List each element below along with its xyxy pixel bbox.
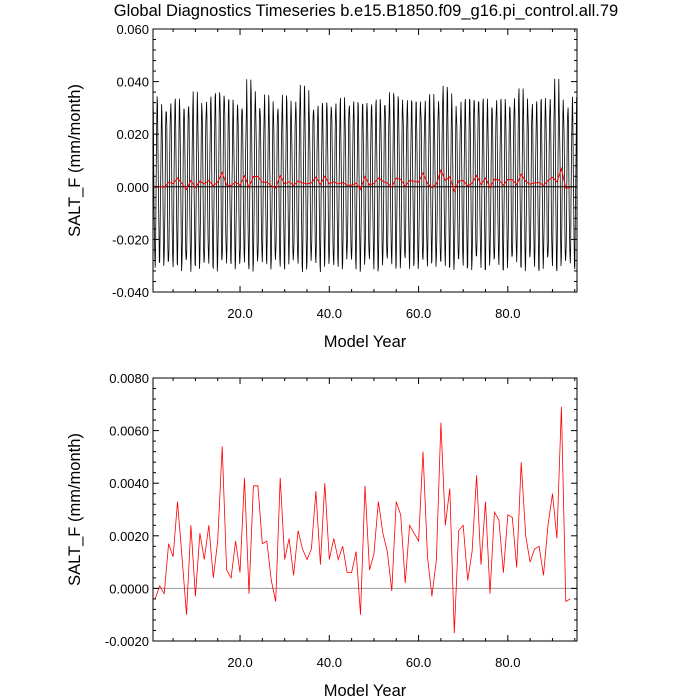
top-x-tick-labels: 20.0 40.0 60.0 80.0 [227,306,520,321]
bottom-axis-ticks [153,377,577,642]
top-x-tick-label: 80.0 [495,306,520,321]
bottom-x-axis-label: Model Year [324,682,407,700]
bottom-y-tick-label: -0.0020 [105,634,149,649]
bottom-y-tick-label: 0.0060 [109,424,149,439]
figure-title: Global Diagnostics Timeseries b.e15.B185… [114,2,618,20]
bottom-plot-area [153,406,577,634]
bottom-y-tick-label: 0.0080 [109,371,149,386]
bottom-annual-series-line [154,406,571,634]
bottom-panel: -0.0020 0.0000 0.0020 0.0040 0.0060 0.00… [66,371,578,700]
bottom-x-tick-label: 80.0 [495,655,520,670]
top-y-tick-labels: -0.040 -0.020 0.000 0.020 0.040 0.060 [112,22,149,300]
bottom-y-tick-label: 0.0040 [109,476,149,491]
top-plot-frame [152,28,578,293]
top-y-tick-label: 0.060 [116,22,149,37]
top-monthly-series-line [152,78,577,273]
top-panel: -0.040 -0.020 0.000 0.020 0.040 0.060 20… [66,22,578,351]
top-x-tick-label: 40.0 [317,306,342,321]
bottom-plot-frame [152,377,578,642]
bottom-y-tick-labels: -0.0020 0.0000 0.0020 0.0040 0.0060 0.00… [105,371,149,649]
bottom-y-tick-label: 0.0000 [109,581,149,596]
top-x-tick-label: 60.0 [406,306,431,321]
bottom-x-tick-labels: 20.0 40.0 60.0 80.0 [227,655,520,670]
top-plot-area [152,78,577,273]
top-y-tick-label: -0.040 [112,285,149,300]
top-y-tick-label: -0.020 [112,232,149,247]
bottom-x-tick-label: 20.0 [227,655,252,670]
top-x-axis-label: Model Year [324,333,407,351]
top-y-tick-label: 0.000 [116,180,149,195]
top-x-tick-label: 20.0 [227,306,252,321]
top-annual-series-line [155,166,571,193]
top-axis-ticks [153,28,577,293]
top-y-tick-label: 0.020 [116,127,149,142]
top-y-axis-label: SALT_F (mm/month) [66,84,84,237]
bottom-y-tick-label: 0.0020 [109,529,149,544]
top-y-tick-label: 0.040 [116,75,149,90]
bottom-y-axis-label: SALT_F (mm/month) [66,433,84,586]
bottom-x-tick-label: 40.0 [317,655,342,670]
bottom-x-tick-label: 60.0 [406,655,431,670]
